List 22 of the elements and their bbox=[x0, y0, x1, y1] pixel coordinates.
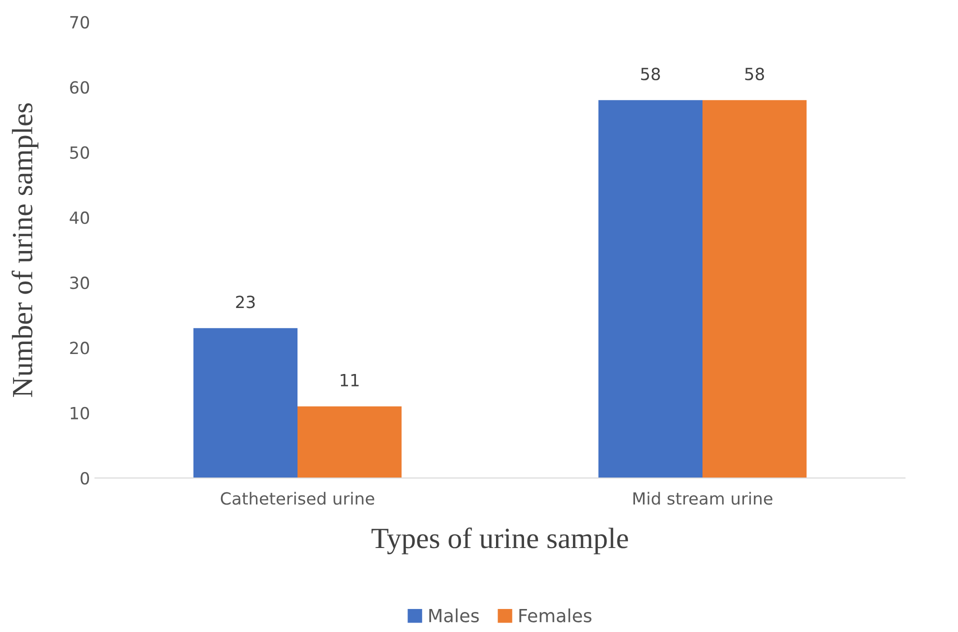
bar bbox=[193, 328, 298, 478]
bar bbox=[298, 406, 402, 478]
y-tick-label: 40 bbox=[70, 211, 90, 224]
y-tick-label: 0 bbox=[80, 472, 90, 485]
bar bbox=[702, 100, 807, 478]
data-label: 58 bbox=[641, 68, 660, 80]
y-tick-label: 50 bbox=[70, 146, 90, 159]
y-tick-label: 10 bbox=[70, 406, 90, 420]
data-label: 23 bbox=[236, 296, 255, 308]
x-tick-label: Catheterised urine bbox=[220, 492, 374, 505]
y-tick-label: 60 bbox=[70, 81, 90, 94]
x-axis-title: Types of urine sample bbox=[372, 527, 628, 554]
y-tick-label: 30 bbox=[70, 276, 90, 290]
y-tick-label: 70 bbox=[70, 16, 90, 29]
legend-label: Males bbox=[429, 608, 479, 622]
bar bbox=[598, 100, 702, 478]
y-axis-title: Number of urine samples bbox=[12, 103, 38, 397]
y-tick-label: 20 bbox=[70, 342, 90, 354]
data-label: 58 bbox=[745, 68, 764, 80]
legend-label: Females bbox=[519, 608, 592, 622]
x-tick-label: Mid stream urine bbox=[633, 492, 772, 505]
data-label: 11 bbox=[340, 374, 359, 386]
